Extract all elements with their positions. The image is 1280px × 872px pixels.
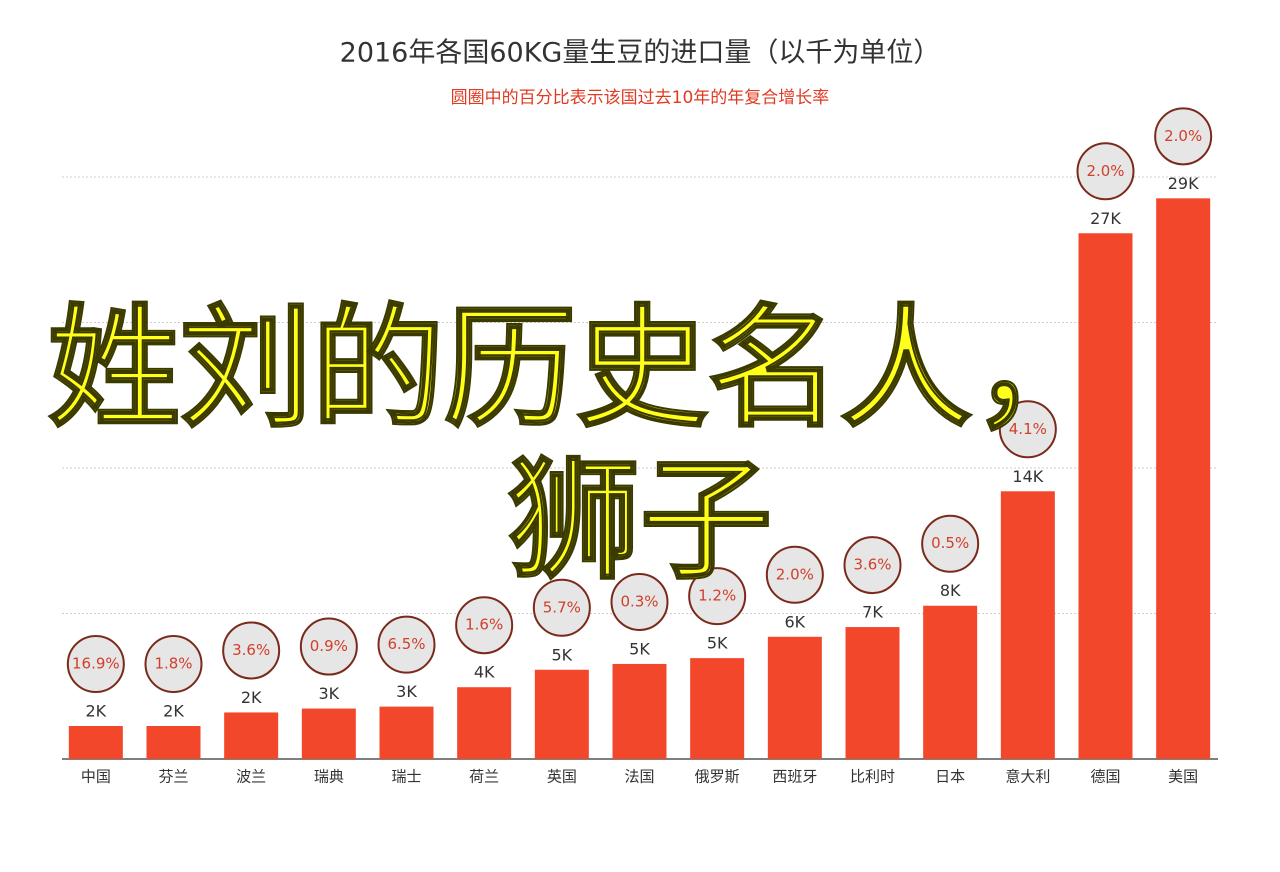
bar bbox=[379, 706, 434, 759]
growth-circle bbox=[144, 635, 203, 694]
growth-label: 2.0% bbox=[1164, 127, 1202, 145]
bar bbox=[68, 726, 123, 759]
bar bbox=[612, 663, 667, 759]
bar bbox=[1156, 198, 1211, 760]
growth-circle bbox=[688, 567, 747, 626]
chart-title: 2016年各国60KG量生豆的进口量（以千为单位） bbox=[340, 38, 941, 69]
x-tick-label: 俄罗斯 bbox=[695, 768, 740, 786]
plot: 中国 2K 16.9% 芬兰 2K 1.8% 波兰 2K 3.6% 瑞典 3K 0.9% 瑞士 3K 6.5… bbox=[62, 107, 1218, 786]
value-label: 29K bbox=[1168, 174, 1199, 193]
value-label: 2K bbox=[85, 702, 106, 721]
x-tick-label: 西班牙 bbox=[772, 768, 817, 786]
x-tick-label: 波兰 bbox=[236, 768, 266, 786]
growth-circle bbox=[1154, 107, 1213, 166]
bar bbox=[457, 687, 512, 759]
value-label: 5K bbox=[707, 634, 728, 653]
value-label: 3K bbox=[396, 682, 417, 701]
bar bbox=[1078, 233, 1133, 759]
growth-circle bbox=[455, 596, 514, 655]
value-label: 14K bbox=[1012, 467, 1043, 486]
x-tick-label: 德国 bbox=[1090, 768, 1120, 786]
x-tick-label: 日本 bbox=[935, 768, 965, 786]
x-tick-label: 瑞士 bbox=[391, 768, 421, 786]
growth-circle bbox=[843, 536, 902, 595]
growth-circle bbox=[610, 572, 669, 631]
bar bbox=[923, 605, 978, 759]
growth-label: 1.8% bbox=[154, 655, 192, 673]
growth-label: 2.0% bbox=[1086, 162, 1124, 180]
growth-label: 0.5% bbox=[931, 534, 969, 552]
value-label: 5K bbox=[629, 639, 650, 658]
growth-circle bbox=[921, 514, 980, 573]
growth-label: 1.2% bbox=[698, 587, 736, 605]
x-tick-label: 意大利 bbox=[1005, 768, 1050, 786]
growth-label: 0.9% bbox=[310, 637, 348, 655]
x-tick-label: 芬兰 bbox=[158, 768, 188, 786]
growth-circle bbox=[765, 545, 824, 604]
growth-label: 2.0% bbox=[776, 565, 814, 583]
value-label: 5K bbox=[551, 645, 572, 664]
x-tick-label: 瑞典 bbox=[314, 768, 344, 786]
bar bbox=[690, 658, 745, 759]
bar bbox=[767, 636, 822, 759]
value-label: 4K bbox=[474, 663, 495, 682]
growth-circle bbox=[1076, 142, 1135, 201]
value-label: 3K bbox=[318, 684, 339, 703]
x-tick-label: 美国 bbox=[1168, 768, 1198, 786]
growth-label: 3.6% bbox=[232, 641, 270, 659]
value-label: 6K bbox=[784, 612, 805, 631]
growth-circle bbox=[532, 578, 591, 637]
growth-label: 4.1% bbox=[1009, 420, 1047, 438]
value-label: 2K bbox=[241, 688, 262, 707]
growth-circle bbox=[66, 635, 125, 694]
bar bbox=[845, 627, 900, 759]
growth-label: 3.6% bbox=[853, 556, 891, 574]
bar bbox=[1000, 491, 1055, 759]
bar bbox=[224, 712, 279, 759]
overlay-text: 姓刘的历史名人， bbox=[48, 292, 1104, 446]
x-tick-label: 法国 bbox=[624, 768, 654, 786]
growth-circle bbox=[998, 400, 1057, 459]
x-tick-label: 荷兰 bbox=[469, 768, 499, 786]
growth-label: 0.3% bbox=[620, 592, 658, 610]
growth-circle bbox=[299, 617, 358, 676]
bar bbox=[301, 708, 356, 759]
growth-label: 5.7% bbox=[543, 598, 581, 616]
growth-label: 16.9% bbox=[72, 655, 120, 673]
growth-circle bbox=[222, 621, 281, 680]
value-label: 7K bbox=[862, 603, 883, 622]
bar bbox=[534, 669, 589, 759]
value-label: 27K bbox=[1090, 209, 1121, 228]
bar bbox=[146, 726, 201, 759]
x-tick-label: 比利时 bbox=[850, 768, 895, 786]
value-label: 2K bbox=[163, 702, 184, 721]
x-tick-label: 英国 bbox=[547, 768, 577, 786]
growth-label: 1.6% bbox=[465, 616, 503, 634]
value-label: 8K bbox=[940, 581, 961, 600]
growth-circle bbox=[377, 615, 436, 674]
overlay-text: 狮子 bbox=[508, 444, 772, 598]
chart-subtitle: 圆圈中的百分比表示该国过去10年的年复合增长率 bbox=[451, 88, 830, 108]
x-tick-label: 中国 bbox=[81, 768, 111, 786]
growth-label: 6.5% bbox=[387, 635, 425, 653]
